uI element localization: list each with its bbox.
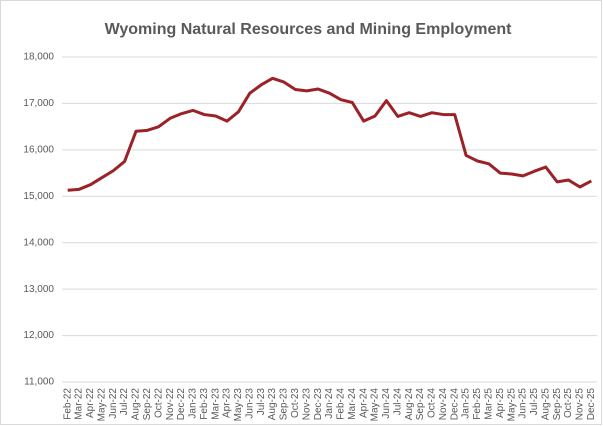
y-tick-label: 14,000 xyxy=(23,237,54,248)
x-tick-label: Jun-24 xyxy=(381,388,392,419)
y-tick-label: 11,000 xyxy=(24,377,54,388)
x-tick-label: Apr-23 xyxy=(222,388,233,418)
x-tick-label: Jul-22 xyxy=(119,388,130,416)
x-tick-label: Apr-22 xyxy=(85,388,96,418)
x-tick-label: Jun-22 xyxy=(108,388,119,419)
x-tick-label: Mar-23 xyxy=(210,388,221,420)
x-tick-label: Jun-23 xyxy=(244,388,255,419)
x-tick-label: Aug-24 xyxy=(404,388,415,421)
x-tick-label: Apr-24 xyxy=(358,388,369,418)
x-tick-label: Sep-23 xyxy=(279,388,290,421)
x-tick-label: Aug-23 xyxy=(267,388,278,421)
x-tick-label: Feb-25 xyxy=(472,388,483,420)
chart-title: Wyoming Natural Resources and Mining Emp… xyxy=(105,21,513,38)
x-tick-label: Dec-23 xyxy=(313,388,324,421)
x-tick-label: Sep-25 xyxy=(552,388,563,421)
x-tick-label: Aug-22 xyxy=(131,388,142,421)
x-tick-label: Nov-25 xyxy=(575,388,586,421)
y-tick-label: 18,000 xyxy=(23,52,54,63)
x-tick-label: Apr-25 xyxy=(495,388,506,418)
x-tick-label: Oct-22 xyxy=(153,388,164,418)
y-tick-label: 16,000 xyxy=(23,144,54,155)
x-tick-label: Nov-23 xyxy=(301,388,312,421)
x-tick-label: May-23 xyxy=(233,388,244,422)
x-tick-label: Oct-24 xyxy=(427,388,438,418)
x-tick-label: Mar-22 xyxy=(74,388,85,420)
x-tick-label: Mar-24 xyxy=(347,388,358,420)
x-tick-label: Oct-25 xyxy=(563,388,574,418)
x-tick-label: Feb-23 xyxy=(199,388,210,420)
x-tick-label: Mar-25 xyxy=(484,388,495,420)
x-tick-label: Nov-24 xyxy=(438,388,449,421)
x-tick-label: Jul-25 xyxy=(529,388,540,416)
y-tick-label: 12,000 xyxy=(23,330,54,341)
x-tick-label: May-25 xyxy=(506,388,517,422)
y-tick-label: 17,000 xyxy=(23,98,54,109)
x-tick-label: Feb-24 xyxy=(336,388,347,420)
x-tick-label: Jun-25 xyxy=(518,388,529,419)
x-tick-label: Jan-25 xyxy=(461,388,472,419)
x-tick-label: Dec-24 xyxy=(449,388,460,421)
x-tick-label: Jan-24 xyxy=(324,388,335,419)
x-tick-label: Nov-22 xyxy=(165,388,176,421)
line-series xyxy=(67,76,593,192)
x-tick-label: Jan-23 xyxy=(188,388,199,419)
x-tick-label: Feb-22 xyxy=(62,388,73,420)
x-tick-label: May-22 xyxy=(96,388,107,422)
x-tick-label: Aug-25 xyxy=(540,388,551,421)
x-tick-label: Sep-24 xyxy=(415,388,426,421)
x-tick-label: Dec-25 xyxy=(586,388,597,421)
x-tick-label: Sep-22 xyxy=(142,388,153,421)
x-tick-label: Dec-22 xyxy=(176,388,187,421)
y-tick-label: 13,000 xyxy=(23,284,54,295)
x-tick-label: Jul-24 xyxy=(392,388,403,416)
x-tick-label: Jul-23 xyxy=(256,388,267,416)
x-tick-label: Oct-23 xyxy=(290,388,301,418)
x-tick-label: May-24 xyxy=(370,388,381,422)
y-tick-label: 15,000 xyxy=(23,191,54,202)
